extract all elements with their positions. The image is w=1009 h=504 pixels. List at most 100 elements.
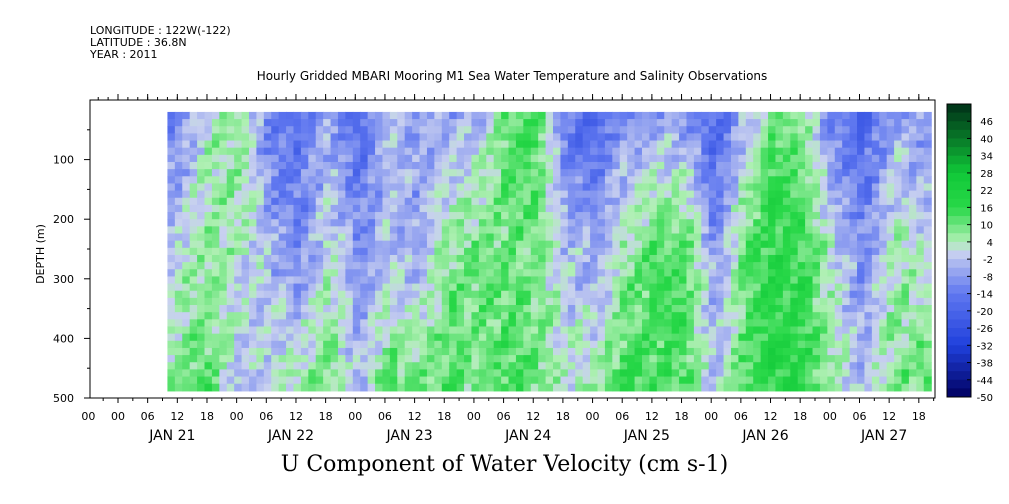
heatmap-cell xyxy=(315,319,324,328)
heatmap-cell xyxy=(211,226,220,235)
heatmap-cell xyxy=(634,154,643,163)
heatmap-cell xyxy=(478,126,487,134)
colorbar-swatch xyxy=(947,207,971,217)
heatmap-cell xyxy=(619,133,628,142)
heatmap-cell xyxy=(182,133,191,142)
heatmap-cell xyxy=(464,183,473,192)
heatmap-cell xyxy=(760,147,769,156)
heatmap-cell xyxy=(627,297,636,306)
heatmap-cell xyxy=(834,247,843,256)
heatmap-cell xyxy=(412,376,421,385)
heatmap-cell xyxy=(597,254,606,263)
heatmap-cell xyxy=(849,340,858,349)
heatmap-cell xyxy=(619,183,628,192)
heatmap-cell xyxy=(234,312,243,320)
heatmap-cell xyxy=(716,119,725,127)
heatmap-cell xyxy=(278,333,287,342)
heatmap-cell xyxy=(315,290,324,299)
heatmap-cell xyxy=(834,312,843,320)
heatmap-cell xyxy=(234,305,243,313)
heatmap-cell xyxy=(189,362,198,370)
heatmap-cell xyxy=(419,333,428,342)
heatmap-cell xyxy=(679,340,688,349)
heatmap-cell xyxy=(501,362,510,370)
heatmap-cell xyxy=(375,247,384,256)
heatmap-cell xyxy=(686,140,695,149)
heatmap-cell xyxy=(530,111,539,120)
heatmap-cell xyxy=(894,133,903,142)
heatmap-cell xyxy=(219,326,228,335)
heatmap-cell xyxy=(204,197,213,206)
heatmap-cell xyxy=(834,262,843,270)
heatmap-cell xyxy=(286,183,295,192)
heatmap-cell xyxy=(671,269,680,278)
heatmap-cell xyxy=(234,362,243,370)
heatmap-cell xyxy=(352,319,361,328)
heatmap-cell xyxy=(641,319,651,328)
heatmap-cell xyxy=(827,283,836,292)
heatmap-cell xyxy=(441,111,450,120)
heatmap-cell xyxy=(842,340,851,349)
heatmap-cell xyxy=(389,126,398,134)
heatmap-cell xyxy=(730,240,739,249)
heatmap-cell xyxy=(790,154,799,163)
heatmap-cell xyxy=(619,197,628,206)
heatmap-cell xyxy=(300,183,309,192)
heatmap-cell xyxy=(300,212,309,220)
heatmap-cell xyxy=(604,355,613,363)
heatmap-cell xyxy=(864,269,873,278)
heatmap-cell xyxy=(286,254,295,263)
heatmap-cell xyxy=(708,240,717,249)
heatmap-cell xyxy=(308,383,317,392)
heatmap-cell xyxy=(449,297,458,306)
heatmap-cell xyxy=(478,233,487,242)
heatmap-cell xyxy=(397,333,406,342)
heatmap-cell xyxy=(501,154,510,163)
heatmap-cell xyxy=(641,176,651,185)
heatmap-cell xyxy=(894,283,903,292)
heatmap-cell xyxy=(404,140,413,149)
heatmap-cell xyxy=(730,262,739,270)
heatmap-cell xyxy=(456,111,465,120)
heatmap-cell xyxy=(219,376,228,385)
heatmap-cell xyxy=(293,319,302,328)
heatmap-cell xyxy=(775,276,784,285)
heatmap-cell xyxy=(471,290,480,299)
heatmap-cell xyxy=(575,269,584,278)
heatmap-cell xyxy=(456,276,465,285)
heatmap-cell xyxy=(241,369,250,378)
heatmap-cell xyxy=(582,297,591,306)
heatmap-cell xyxy=(768,347,777,356)
heatmap-cell xyxy=(464,169,473,177)
heatmap-cell xyxy=(879,190,888,199)
heatmap-cell xyxy=(864,154,873,163)
heatmap-cell xyxy=(523,183,532,192)
heatmap-cell xyxy=(567,305,576,313)
heatmap-cell xyxy=(256,383,265,392)
heatmap-cell xyxy=(523,133,532,142)
heatmap-cell xyxy=(241,161,250,170)
heatmap-cell xyxy=(886,133,895,142)
heatmap-cell xyxy=(308,254,317,263)
colorbar-label: -44 xyxy=(977,376,993,387)
heatmap-cell xyxy=(330,212,339,220)
heatmap-cell xyxy=(352,376,361,385)
heatmap-cell xyxy=(538,333,547,342)
heatmap-cell xyxy=(782,204,791,213)
heatmap-cell xyxy=(857,147,866,156)
heatmap-cell xyxy=(842,212,851,220)
heatmap-cell xyxy=(753,119,762,127)
heatmap-cell xyxy=(701,176,710,185)
heatmap-cell xyxy=(197,226,206,235)
heatmap-cell xyxy=(382,133,391,142)
heatmap-cell xyxy=(271,369,280,378)
heatmap-cell xyxy=(641,297,651,306)
heatmap-cell xyxy=(916,326,925,335)
heatmap-cell xyxy=(894,333,903,342)
heatmap-cell xyxy=(553,226,562,235)
heatmap-cell xyxy=(426,240,435,249)
heatmap-cell xyxy=(241,169,250,177)
heatmap-cell xyxy=(367,254,376,263)
heatmap-cell xyxy=(693,226,702,235)
heatmap-cell xyxy=(367,269,376,278)
